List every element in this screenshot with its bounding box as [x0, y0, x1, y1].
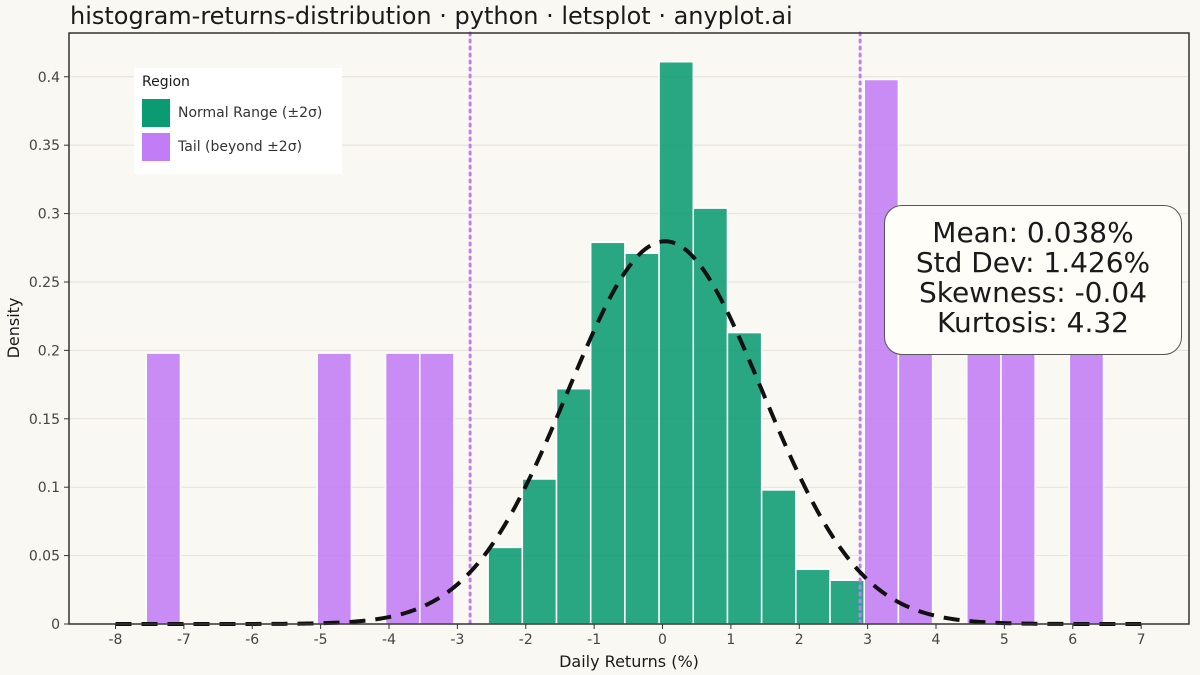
- statistics-annotation: Mean: 0.038% Std Dev: 1.426% Skewness: -…: [884, 205, 1182, 355]
- legend-item-normal: Normal Range (±2σ): [142, 96, 334, 130]
- histogram-bar: [795, 568, 831, 625]
- histogram-bar: [316, 352, 353, 625]
- x-tick-label: -4: [382, 632, 396, 648]
- y-tick-label: 0: [51, 617, 60, 633]
- histogram-bar: [487, 546, 524, 625]
- x-tick-label: -6: [245, 632, 259, 648]
- legend-swatch-tail: [142, 133, 170, 161]
- y-tick-label: 0.3: [38, 207, 60, 223]
- histogram-bar: [829, 579, 865, 625]
- histogram-bar: [145, 352, 182, 625]
- stat-mean: Mean: 0.038%: [932, 216, 1134, 249]
- x-tick-label: -1: [587, 632, 601, 648]
- y-tick-label: 0.25: [29, 275, 60, 291]
- histogram-bar: [897, 352, 934, 625]
- legend: Region Normal Range (±2σ) Tail (beyond ±…: [134, 68, 342, 174]
- x-axis-ticks: -8 -7 -6 -5 -4 -3 -2 -1 0 1 2 3 4 5 6 7: [109, 624, 1146, 648]
- y-axis-title: Density: [4, 298, 23, 359]
- histogram-bar: [726, 331, 763, 625]
- legend-swatch-normal: [142, 99, 170, 127]
- histogram-bar: [658, 60, 695, 625]
- x-tick-label: -3: [450, 632, 464, 648]
- y-tick-label: 0.35: [29, 138, 60, 154]
- x-tick-label: 1: [726, 632, 735, 648]
- legend-item-tail: Tail (beyond ±2σ): [142, 130, 334, 164]
- y-tick-label: 0.1: [38, 480, 60, 496]
- legend-label-normal: Normal Range (±2σ): [178, 105, 323, 121]
- histogram-bar: [760, 489, 797, 625]
- histogram-bar: [692, 207, 729, 625]
- x-tick-label: 5: [1000, 632, 1009, 648]
- histogram-bar: [966, 352, 1002, 625]
- histogram-bar: [521, 478, 558, 625]
- x-axis-title: Daily Returns (%): [559, 652, 699, 671]
- histogram-bar: [419, 352, 455, 625]
- histogram-bar: [589, 241, 626, 625]
- legend-title: Region: [142, 74, 190, 90]
- legend-label-tail: Tail (beyond ±2σ): [178, 139, 303, 155]
- stat-std-dev: Std Dev: 1.426%: [915, 246, 1151, 279]
- x-tick-label: -2: [519, 632, 533, 648]
- x-tick-label: 3: [863, 632, 872, 648]
- y-tick-label: 0.05: [29, 549, 60, 565]
- histogram-bar: [1068, 352, 1105, 625]
- x-tick-label: 7: [1137, 632, 1146, 648]
- histogram-bar: [1000, 352, 1036, 625]
- stat-kurtosis: Kurtosis: 4.32: [937, 306, 1129, 339]
- x-tick-label: -7: [177, 632, 191, 648]
- histogram-bar: [384, 352, 421, 625]
- x-tick-label: 4: [932, 632, 941, 648]
- x-tick-label: -8: [109, 632, 123, 648]
- plot-border: [68, 32, 1190, 625]
- x-tick-label: -5: [314, 632, 328, 648]
- y-tick-label: 0.2: [38, 343, 60, 359]
- stat-skewness: Skewness: -0.04: [918, 276, 1148, 309]
- x-tick-label: 0: [658, 632, 667, 648]
- x-tick-label: 2: [795, 632, 804, 648]
- histogram-bar: [555, 387, 592, 625]
- histogram-bars: [145, 60, 1105, 625]
- x-tick-label: 6: [1068, 632, 1077, 648]
- sigma-lines: [468, 31, 862, 626]
- y-axis-ticks: 0 0.05 0.1 0.15 0.2 0.25 0.3 0.35 0.4: [29, 70, 69, 633]
- y-tick-label: 0.4: [38, 70, 60, 86]
- y-tick-label: 0.15: [29, 412, 60, 428]
- chart-title: histogram-returns-distribution · python …: [70, 2, 793, 30]
- histogram-bar: [624, 252, 660, 625]
